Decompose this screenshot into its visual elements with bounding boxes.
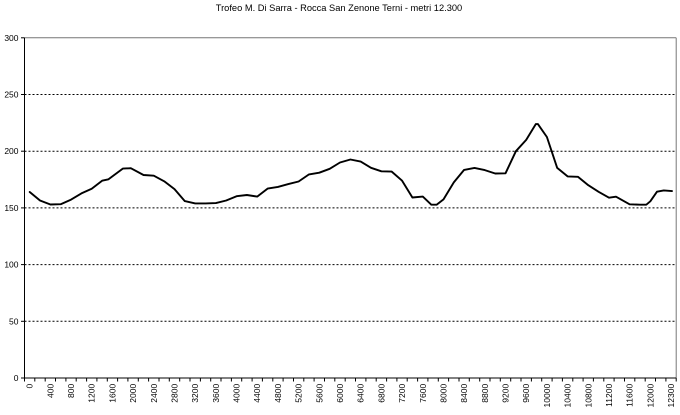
svg-text:Trofeo M. Di Sarra - Rocca San: Trofeo M. Di Sarra - Rocca San Zenone Te… <box>216 3 462 13</box>
svg-text:6400: 6400 <box>356 384 366 403</box>
svg-text:12000: 12000 <box>645 384 655 408</box>
svg-text:3600: 3600 <box>211 384 221 403</box>
svg-text:0: 0 <box>25 384 35 389</box>
svg-text:5600: 5600 <box>314 384 324 403</box>
svg-text:9200: 9200 <box>501 384 511 403</box>
svg-text:300: 300 <box>4 33 18 43</box>
svg-text:1200: 1200 <box>87 384 97 403</box>
svg-text:150: 150 <box>4 203 18 213</box>
svg-text:4800: 4800 <box>273 384 283 403</box>
svg-text:200: 200 <box>4 146 18 156</box>
svg-text:11200: 11200 <box>604 384 614 407</box>
svg-text:2400: 2400 <box>149 384 159 403</box>
svg-text:9600: 9600 <box>521 384 531 403</box>
svg-text:10400: 10400 <box>563 384 573 408</box>
svg-text:12300: 12300 <box>666 384 676 408</box>
svg-text:6800: 6800 <box>376 384 386 403</box>
svg-text:50: 50 <box>9 316 19 326</box>
svg-text:0: 0 <box>14 373 19 383</box>
svg-text:8000: 8000 <box>439 384 449 403</box>
svg-text:250: 250 <box>4 90 18 100</box>
svg-text:8400: 8400 <box>459 384 469 403</box>
svg-text:2000: 2000 <box>128 384 138 403</box>
svg-text:4000: 4000 <box>232 384 242 403</box>
svg-text:8800: 8800 <box>480 384 490 403</box>
svg-text:3200: 3200 <box>190 384 200 403</box>
svg-text:6000: 6000 <box>335 384 345 403</box>
svg-text:11600: 11600 <box>625 384 635 407</box>
svg-text:10000: 10000 <box>542 384 552 408</box>
svg-text:100: 100 <box>4 260 18 270</box>
svg-text:7200: 7200 <box>397 384 407 403</box>
svg-text:2800: 2800 <box>170 384 180 403</box>
svg-text:1600: 1600 <box>107 384 117 403</box>
svg-text:4400: 4400 <box>252 384 262 403</box>
svg-text:400: 400 <box>45 384 55 398</box>
svg-text:10800: 10800 <box>583 384 593 408</box>
svg-text:5200: 5200 <box>294 384 304 403</box>
svg-text:7600: 7600 <box>418 384 428 403</box>
svg-text:800: 800 <box>66 384 76 398</box>
